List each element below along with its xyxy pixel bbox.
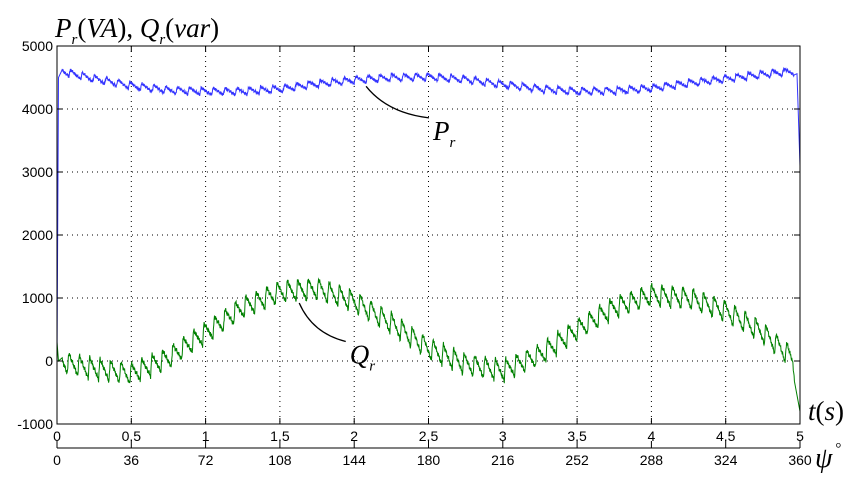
y-label-p: P <box>54 13 72 43</box>
x2-tick-label: 108 <box>268 452 292 468</box>
annotations: Pr Qr <box>298 85 456 375</box>
series-line <box>56 66 801 362</box>
x2-tick-label: 180 <box>417 452 441 468</box>
x2-tick-label: 36 <box>124 452 140 468</box>
y-axis-label: Pr(VA), Qr(var) <box>54 13 219 48</box>
x2-tick-label: 360 <box>788 452 812 468</box>
x2-tick-label: 144 <box>343 452 367 468</box>
annotation-label: Qr <box>350 340 376 375</box>
x-tick-label: 4 <box>648 428 656 444</box>
x-tick-label: 2 <box>350 428 358 444</box>
x-tick-label: 1.5 <box>270 428 290 444</box>
x-tick-label: 3.5 <box>567 428 587 444</box>
y-label-q: Q <box>140 13 160 43</box>
y-label-q-unit: var <box>174 13 210 43</box>
x2-label-sup: ° <box>835 441 841 457</box>
y-tick-label: 0 <box>45 353 53 369</box>
x2-tick-label: 252 <box>565 452 589 468</box>
x2-tick-label: 216 <box>491 452 515 468</box>
y-label-p-unit: VA <box>86 13 117 43</box>
x-tick-label: 4.5 <box>716 428 736 444</box>
y-label-q-sub: r <box>159 32 165 48</box>
x-tick-label: 3 <box>499 428 507 444</box>
y-tick-label: 1000 <box>22 290 53 306</box>
y-label-p-sub: r <box>72 32 78 48</box>
x2-tick-label: 288 <box>640 452 664 468</box>
x-tick-label: 2.5 <box>419 428 439 444</box>
x2-axis-label: ψ ° <box>815 441 841 474</box>
x-tick-label: 5 <box>796 428 804 444</box>
x-axis-label: t(s) <box>808 396 844 426</box>
y-tick-label: -1000 <box>17 416 53 432</box>
annotation-label: Pr <box>432 116 456 151</box>
y-tick-label: 4000 <box>22 101 53 117</box>
ticks: 0 0.5 1 1.5 2 2.5 3 3.5 4 4.5 5-100001000200030004… <box>17 38 804 444</box>
series-line <box>56 277 801 412</box>
plot-frame <box>56 45 801 425</box>
y-tick-label: 2000 <box>22 227 53 243</box>
series-layer <box>56 66 801 412</box>
x-tick-label: 1 <box>202 428 210 444</box>
x2-tick-label: 0 <box>53 452 61 468</box>
x-label-main: t <box>808 396 817 426</box>
x-tick-label: 0.5 <box>122 428 142 444</box>
annotation-leader <box>298 302 346 343</box>
x2-label-main: ψ <box>815 443 833 474</box>
secondary-axis: 0 36 72 108 144 180 216 252 288 324 360 <box>53 441 812 468</box>
annotation-leader <box>365 85 430 119</box>
y-tick-label: 5000 <box>22 38 53 54</box>
grid <box>57 46 800 424</box>
x-tick-label: 0 <box>53 428 61 444</box>
x2-tick-label: 324 <box>714 452 738 468</box>
x-label-unit: s <box>825 396 836 426</box>
y-tick-label: 3000 <box>22 164 53 180</box>
x2-tick-label: 72 <box>198 452 214 468</box>
